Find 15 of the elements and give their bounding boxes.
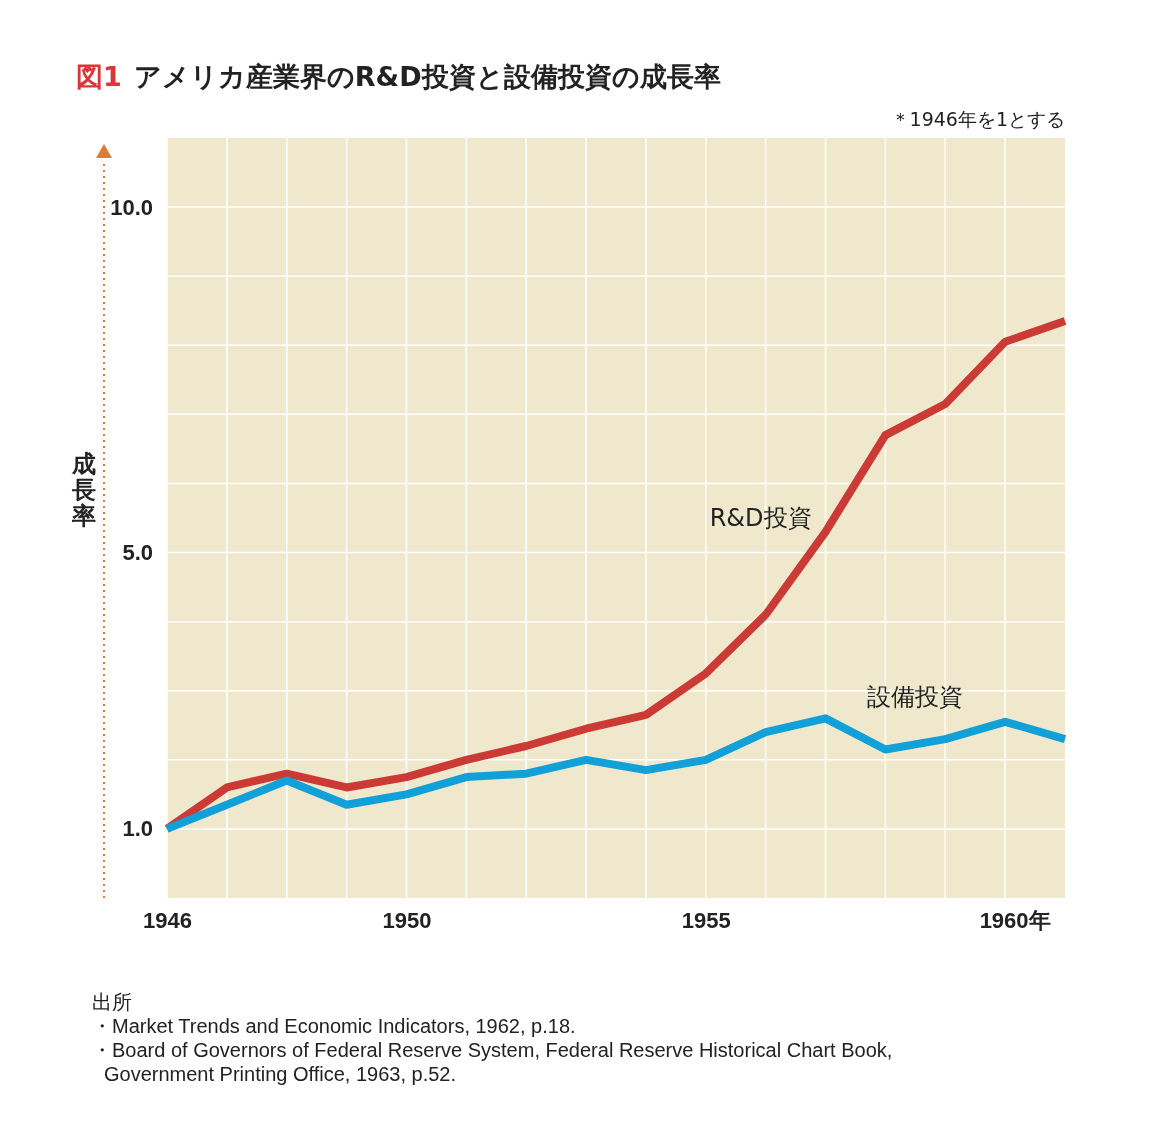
text: ・Market Trends and Economic Indicators, 1962, p.18. <box>92 1014 577 1038</box>
series-label: 設備投資 <box>867 683 964 712</box>
x-tick-label: 1950 <box>382 907 432 933</box>
y-tick-label: 10.0 <box>110 194 153 220</box>
x-tick-label: 1955 <box>681 907 731 933</box>
chart-subtitle: ＊1946年を1とする <box>890 108 1065 130</box>
text: 出所 <box>92 990 133 1014</box>
y-tick-label: 5.0 <box>122 540 153 566</box>
x-tick-label: 1946 <box>143 907 192 933</box>
y-tick-label: 1.0 <box>122 816 153 842</box>
y-axis-title: 成長率 <box>71 450 96 530</box>
x-tick-label: 1960年 <box>979 907 1051 933</box>
text: ・Board of Governors of Federal Reserve System, Federal Reserve Historical Chart Book, Government Printing Office, 1963, p.52. <box>92 1038 894 1086</box>
chart-title: 図1 アメリカ産業界のR&D投資と設備投資の成長率 <box>76 61 721 92</box>
series-label: R&D投資 <box>709 503 812 532</box>
